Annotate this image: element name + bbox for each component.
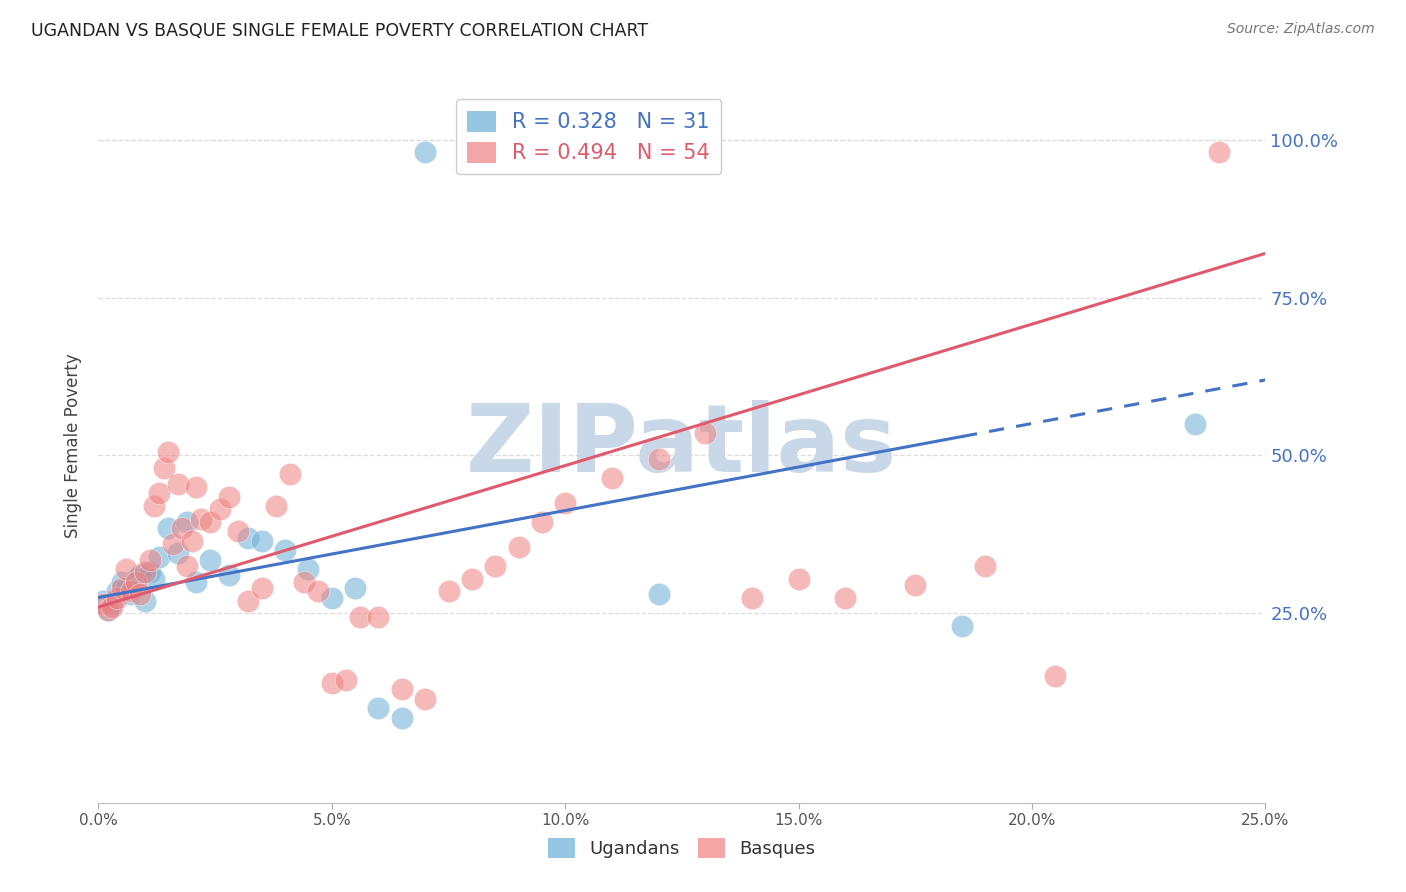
Basques bbox=[208, 502, 231, 516]
Ugandans bbox=[125, 572, 148, 586]
Basques bbox=[307, 584, 329, 599]
Ugandans bbox=[139, 566, 162, 580]
Ugandans bbox=[129, 568, 152, 582]
Basques bbox=[600, 470, 623, 484]
Ugandans bbox=[91, 593, 114, 607]
Basques bbox=[172, 521, 194, 535]
Ugandans bbox=[391, 710, 413, 724]
Ugandans bbox=[250, 533, 273, 548]
Basques bbox=[162, 537, 184, 551]
Basques bbox=[134, 566, 156, 580]
Basques bbox=[834, 591, 856, 605]
Ugandans bbox=[134, 593, 156, 607]
Legend: Ugandans, Basques: Ugandans, Basques bbox=[541, 830, 823, 865]
Basques bbox=[200, 515, 222, 529]
Basques bbox=[148, 486, 170, 500]
Basques bbox=[250, 581, 273, 595]
Basques bbox=[105, 591, 128, 605]
Basques bbox=[166, 476, 188, 491]
Text: UGANDAN VS BASQUE SINGLE FEMALE POVERTY CORRELATION CHART: UGANDAN VS BASQUE SINGLE FEMALE POVERTY … bbox=[31, 22, 648, 40]
Basques bbox=[180, 533, 202, 548]
Basques bbox=[97, 603, 120, 617]
Basques bbox=[186, 480, 208, 494]
Basques bbox=[125, 574, 148, 589]
Basques bbox=[741, 591, 763, 605]
Ugandans bbox=[950, 619, 973, 633]
Basques bbox=[176, 559, 198, 574]
Basques bbox=[695, 426, 717, 441]
Ugandans bbox=[647, 587, 669, 601]
Basques bbox=[264, 499, 287, 513]
Ugandans bbox=[157, 521, 180, 535]
Basques bbox=[437, 584, 460, 599]
Ugandans bbox=[274, 543, 297, 558]
Basques bbox=[367, 609, 389, 624]
Basques bbox=[152, 461, 174, 475]
Basques bbox=[218, 490, 240, 504]
Ugandans bbox=[176, 515, 198, 529]
Basques bbox=[530, 515, 553, 529]
Basques bbox=[904, 578, 927, 592]
Basques bbox=[111, 581, 134, 595]
Basques bbox=[335, 673, 357, 687]
Basques bbox=[143, 499, 166, 513]
Basques bbox=[115, 562, 138, 576]
Ugandans bbox=[413, 145, 436, 160]
Ugandans bbox=[200, 552, 222, 566]
Basques bbox=[129, 587, 152, 601]
Ugandans bbox=[111, 574, 134, 589]
Ugandans bbox=[166, 546, 188, 560]
Basques bbox=[647, 451, 669, 466]
Basques bbox=[787, 572, 810, 586]
Ugandans bbox=[218, 568, 240, 582]
Ugandans bbox=[321, 591, 343, 605]
Ugandans bbox=[236, 531, 259, 545]
Basques bbox=[1208, 145, 1230, 160]
Ugandans bbox=[105, 584, 128, 599]
Ugandans bbox=[120, 587, 142, 601]
Basques bbox=[413, 691, 436, 706]
Basques bbox=[974, 559, 997, 574]
Basques bbox=[228, 524, 250, 539]
Basques bbox=[139, 552, 162, 566]
Basques bbox=[190, 511, 212, 525]
Basques bbox=[236, 593, 259, 607]
Ugandans bbox=[297, 562, 319, 576]
Text: Source: ZipAtlas.com: Source: ZipAtlas.com bbox=[1227, 22, 1375, 37]
Basques bbox=[391, 682, 413, 697]
Basques bbox=[484, 559, 506, 574]
Basques bbox=[349, 609, 371, 624]
Basques bbox=[292, 574, 315, 589]
Ugandans bbox=[367, 701, 389, 715]
Basques bbox=[101, 600, 124, 615]
Ugandans bbox=[97, 603, 120, 617]
Ugandans bbox=[1184, 417, 1206, 431]
Ugandans bbox=[143, 572, 166, 586]
Ugandans bbox=[101, 597, 124, 611]
Basques bbox=[91, 597, 114, 611]
Basques bbox=[120, 584, 142, 599]
Ugandans bbox=[344, 581, 367, 595]
Basques bbox=[1045, 669, 1067, 683]
Basques bbox=[508, 540, 530, 554]
Basques bbox=[321, 675, 343, 690]
Ugandans bbox=[148, 549, 170, 564]
Basques bbox=[461, 572, 484, 586]
Basques bbox=[157, 445, 180, 459]
Ugandans bbox=[115, 581, 138, 595]
Ugandans bbox=[186, 574, 208, 589]
Basques bbox=[278, 467, 301, 482]
Basques bbox=[554, 496, 576, 510]
Y-axis label: Single Female Poverty: Single Female Poverty bbox=[65, 354, 83, 538]
Text: ZIPatlas: ZIPatlas bbox=[467, 400, 897, 492]
